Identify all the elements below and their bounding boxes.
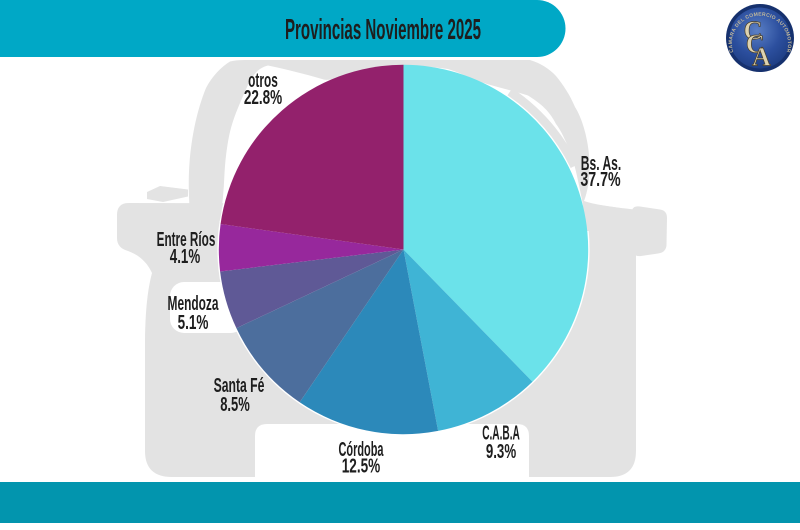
svg-text:22.8%: 22.8% (244, 86, 282, 108)
svg-text:Entre Ríos: Entre Ríos (157, 229, 216, 251)
svg-text:4.1%: 4.1% (170, 245, 200, 267)
svg-text:Córdoba: Córdoba (338, 439, 384, 461)
svg-text:Santa Fé: Santa Fé (214, 374, 265, 397)
svg-text:12.5%: 12.5% (342, 455, 381, 477)
svg-text:otros: otros (248, 70, 278, 92)
svg-text:C: C (744, 16, 763, 45)
svg-text:Mendoza: Mendoza (168, 293, 220, 315)
svg-text:37.7%: 37.7% (580, 168, 620, 191)
svg-text:C: C (746, 30, 765, 59)
svg-text:Bs. As.: Bs. As. (581, 152, 621, 175)
svg-text:8.5%: 8.5% (220, 393, 250, 416)
svg-text:5.1%: 5.1% (178, 311, 209, 333)
svg-text:9.3%: 9.3% (486, 440, 516, 462)
svg-text:C.A.B.A: C.A.B.A (482, 423, 520, 444)
svg-text:Provincias Noviembre 2025: Provincias Noviembre 2025 (285, 13, 481, 46)
svg-text:A: A (752, 43, 771, 72)
